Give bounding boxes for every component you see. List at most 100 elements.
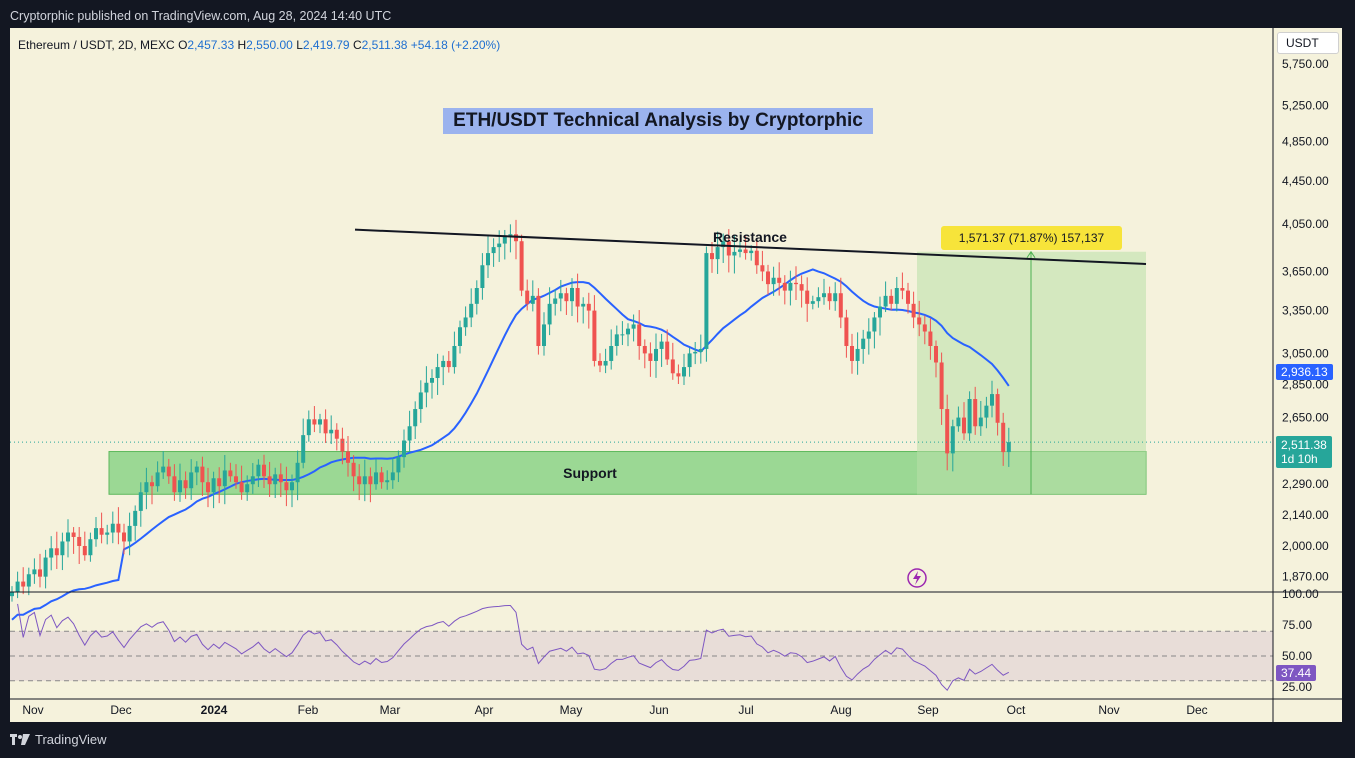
candle-body[interactable]	[855, 348, 860, 361]
candle-body[interactable]	[446, 360, 451, 368]
candle-body[interactable]	[738, 249, 742, 252]
candle-body[interactable]	[889, 295, 894, 304]
candle-body[interactable]	[609, 345, 614, 361]
candle-body[interactable]	[178, 480, 182, 493]
candle-body[interactable]	[463, 317, 468, 328]
candle-body[interactable]	[844, 317, 849, 346]
candle-body[interactable]	[962, 417, 966, 434]
candle-body[interactable]	[144, 482, 149, 493]
candle-body[interactable]	[715, 247, 720, 260]
candle-body[interactable]	[486, 253, 490, 266]
candle-body[interactable]	[654, 348, 658, 361]
candle-body[interactable]	[721, 241, 726, 248]
symbol-label[interactable]: Ethereum / USDT, 2D, MEXC	[18, 38, 175, 52]
candle-body[interactable]	[581, 303, 586, 307]
candle-body[interactable]	[295, 462, 300, 483]
candle-body[interactable]	[799, 284, 804, 291]
candle-body[interactable]	[301, 435, 306, 463]
candle-body[interactable]	[861, 338, 866, 349]
candle-body[interactable]	[362, 476, 367, 485]
measure-label[interactable]: 1,571.37 (71.87%) 157,137	[941, 226, 1122, 250]
candle-body[interactable]	[749, 250, 754, 254]
candle-body[interactable]	[592, 310, 597, 361]
candle-body[interactable]	[105, 532, 110, 535]
candle-body[interactable]	[458, 327, 462, 346]
candle-body[interactable]	[88, 539, 93, 556]
candle-body[interactable]	[430, 378, 434, 383]
candle-body[interactable]	[872, 317, 877, 332]
candle-body[interactable]	[704, 253, 709, 349]
candle-body[interactable]	[189, 472, 194, 489]
candle-body[interactable]	[413, 409, 418, 427]
candle-body[interactable]	[827, 293, 832, 302]
candle-body[interactable]	[502, 235, 507, 244]
candle-body[interactable]	[497, 243, 502, 248]
candle-body[interactable]	[284, 482, 289, 491]
candle-body[interactable]	[995, 394, 1000, 423]
candle-body[interactable]	[183, 480, 188, 489]
candle-body[interactable]	[928, 331, 933, 346]
candle-body[interactable]	[866, 331, 871, 339]
candle-body[interactable]	[973, 399, 978, 427]
candle-body[interactable]	[939, 362, 944, 410]
candle-body[interactable]	[659, 341, 664, 349]
candle-body[interactable]	[262, 464, 266, 477]
candle-body[interactable]	[508, 234, 513, 236]
candle-body[interactable]	[603, 360, 608, 366]
candle-body[interactable]	[771, 277, 776, 285]
candle-body[interactable]	[570, 288, 574, 302]
candle-body[interactable]	[676, 373, 681, 377]
candle-body[interactable]	[491, 247, 496, 254]
candle-body[interactable]	[883, 295, 888, 307]
candle-body[interactable]	[250, 476, 255, 485]
candle-body[interactable]	[670, 359, 675, 374]
candle-body[interactable]	[710, 253, 714, 260]
candle-body[interactable]	[558, 293, 563, 299]
candle-body[interactable]	[743, 249, 748, 254]
candle-body[interactable]	[385, 480, 390, 483]
candle-body[interactable]	[682, 367, 686, 377]
candle-body[interactable]	[586, 303, 591, 311]
candle-body[interactable]	[838, 293, 843, 318]
candle-body[interactable]	[967, 399, 972, 434]
candle-body[interactable]	[334, 429, 339, 439]
candle-body[interactable]	[620, 334, 625, 336]
candle-body[interactable]	[60, 541, 65, 556]
candle-body[interactable]	[726, 241, 731, 256]
candle-body[interactable]	[934, 345, 938, 363]
candle-body[interactable]	[1006, 442, 1011, 453]
candle-body[interactable]	[637, 324, 642, 346]
candle-body[interactable]	[15, 581, 20, 592]
candle-body[interactable]	[547, 303, 552, 325]
candle-body[interactable]	[917, 317, 922, 325]
candle-body[interactable]	[396, 457, 401, 473]
candle-body[interactable]	[54, 548, 59, 556]
candle-body[interactable]	[10, 591, 14, 597]
candle-body[interactable]	[950, 426, 955, 454]
candle-body[interactable]	[984, 405, 989, 418]
candle-body[interactable]	[598, 360, 602, 366]
candle-body[interactable]	[536, 295, 541, 346]
candle-body[interactable]	[200, 466, 205, 483]
candle-body[interactable]	[368, 476, 373, 485]
candle-body[interactable]	[822, 293, 826, 298]
candle-body[interactable]	[687, 353, 692, 368]
candle-body[interactable]	[312, 419, 317, 425]
candle-body[interactable]	[777, 277, 782, 283]
resistance-trendline[interactable]	[354, 228, 1147, 266]
candle-body[interactable]	[402, 440, 406, 458]
candle-body[interactable]	[66, 532, 70, 542]
candle-body[interactable]	[234, 476, 238, 483]
candle-body[interactable]	[732, 251, 737, 256]
candle-body[interactable]	[267, 476, 272, 485]
candle-body[interactable]	[374, 472, 378, 485]
candle-body[interactable]	[519, 241, 524, 291]
candle-body[interactable]	[329, 429, 334, 434]
candle-body[interactable]	[906, 290, 910, 304]
chart-title-annotation[interactable]: ETH/USDT Technical Analysis by Cryptorph…	[443, 108, 873, 134]
candle-body[interactable]	[161, 466, 166, 473]
candle-body[interactable]	[833, 293, 838, 302]
candle-body[interactable]	[122, 532, 126, 542]
candle-body[interactable]	[810, 301, 815, 304]
candle-body[interactable]	[424, 382, 429, 393]
